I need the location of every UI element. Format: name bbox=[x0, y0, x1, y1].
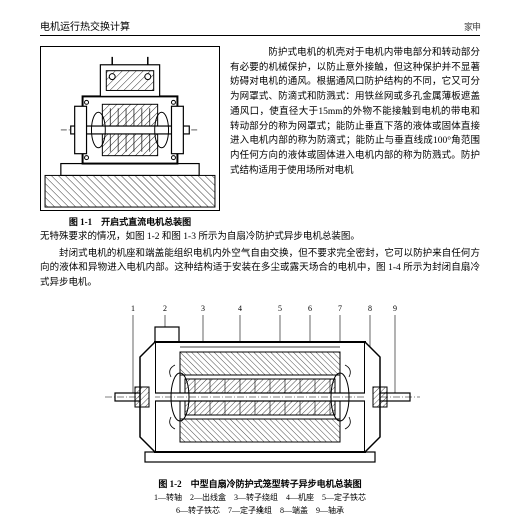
page-number: · 4 · bbox=[0, 504, 520, 514]
header-stamp: 家申 bbox=[464, 20, 480, 33]
svg-text:9: 9 bbox=[393, 304, 397, 313]
upper-content: 图 1-1 开启式直流电机总装图 防护式电机的机壳对于电机内带电部分和转动部分有… bbox=[40, 46, 480, 228]
figure-1-2-legend-1: 1—转轴 2—出线盒 3—转子绕组 4—机座 5—定子铁芯 bbox=[40, 492, 480, 503]
svg-text:4: 4 bbox=[238, 304, 242, 313]
svg-text:2: 2 bbox=[163, 304, 167, 313]
paragraph-right: 防护式电机的机壳对于电机内带电部分和转动部分有必要的机械保护，以防止意外接触，但… bbox=[230, 46, 480, 228]
svg-text:6: 6 bbox=[308, 304, 312, 313]
paragraph-full-1: 无特殊要求的情况，如图 1-2 和图 1-3 所示为自扇冷防护式异步电机总装图。 bbox=[40, 230, 480, 245]
svg-text:7: 7 bbox=[338, 304, 342, 313]
paragraph-full-2: 封闭式电机的机座和端盖能组织电机内外空气自由交换，但不要求完全密封，它可以防护来… bbox=[40, 247, 480, 291]
figure-1-1 bbox=[40, 46, 220, 211]
svg-text:5: 5 bbox=[278, 304, 282, 313]
figure-1-1-caption: 图 1-1 开启式直流电机总装图 bbox=[40, 215, 220, 228]
svg-text:3: 3 bbox=[201, 304, 205, 313]
figure-1-2-caption: 图 1-2 中型自扇冷防护式笼型转子异步电机总装图 bbox=[40, 477, 480, 490]
figure-1-1-block: 图 1-1 开启式直流电机总装图 bbox=[40, 46, 220, 228]
figure-1-2-block: 1 2 3 4 5 6 7 8 9 bbox=[40, 297, 480, 516]
svg-text:8: 8 bbox=[368, 304, 372, 313]
running-header: 电机运行热交换计算 家申 bbox=[40, 18, 480, 36]
svg-text:1: 1 bbox=[131, 304, 135, 313]
header-title: 电机运行热交换计算 bbox=[40, 18, 130, 33]
figure-1-2: 1 2 3 4 5 6 7 8 9 bbox=[85, 297, 435, 472]
